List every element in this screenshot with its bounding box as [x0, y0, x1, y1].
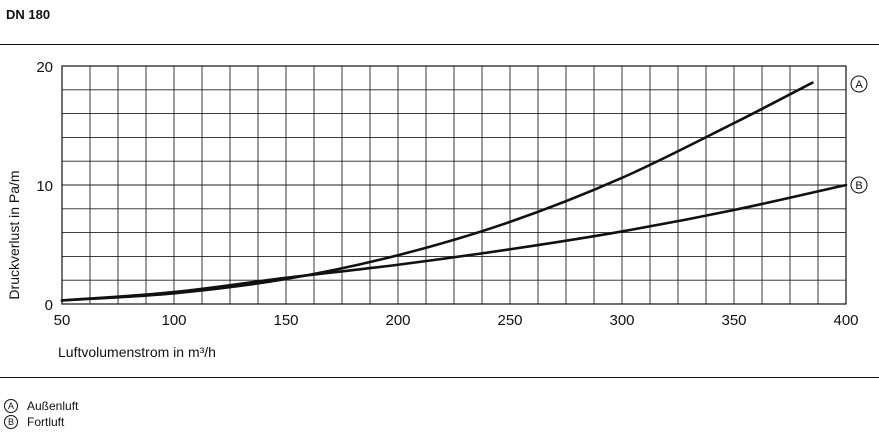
- x-tick-labels: 50 100 150 200 250 300 350 400: [54, 312, 859, 329]
- x-tick-label: 250: [497, 312, 522, 329]
- y-tick-label: 0: [45, 297, 53, 314]
- x-tick-label: 100: [161, 312, 186, 329]
- legend-label-a: Außenluft: [27, 398, 79, 413]
- series-lines: [60, 81, 848, 302]
- y-tick-labels: 0 10 20: [36, 59, 53, 314]
- x-tick-label: 300: [609, 312, 634, 329]
- bottom-divider: [0, 377, 879, 378]
- series-end-markers: AB: [850, 75, 868, 194]
- y-tick-label: 10: [36, 178, 53, 195]
- y-axis-label: Druckverlust in Pa/m: [6, 170, 22, 299]
- series-marker-b: [850, 176, 868, 194]
- legend-key-b: B: [4, 415, 18, 429]
- legend-key-a: A: [4, 399, 18, 413]
- series-line-a: [60, 81, 814, 302]
- x-tick-label: 350: [721, 312, 746, 329]
- top-divider: [0, 44, 879, 45]
- legend-label-b: Fortluft: [27, 414, 65, 429]
- x-tick-label: 150: [273, 312, 298, 329]
- x-tick-label: 200: [385, 312, 410, 329]
- y-tick-label: 20: [36, 59, 53, 76]
- legend: A Außenluft B Fortluft: [4, 398, 78, 430]
- legend-item-a: A Außenluft: [4, 398, 78, 414]
- x-axis-label: Luftvolumenstrom in m³/h: [58, 344, 216, 360]
- legend-item-b: B Fortluft: [4, 414, 78, 430]
- page-title: DN 180: [6, 7, 51, 22]
- grid: [61, 65, 847, 305]
- x-tick-label: 400: [833, 312, 858, 329]
- series-marker-label-b: B: [855, 180, 862, 192]
- series-line-b: [60, 183, 848, 302]
- series-marker-label-a: A: [855, 79, 863, 91]
- series-marker-a: [850, 75, 868, 93]
- x-tick-label: 50: [54, 312, 71, 329]
